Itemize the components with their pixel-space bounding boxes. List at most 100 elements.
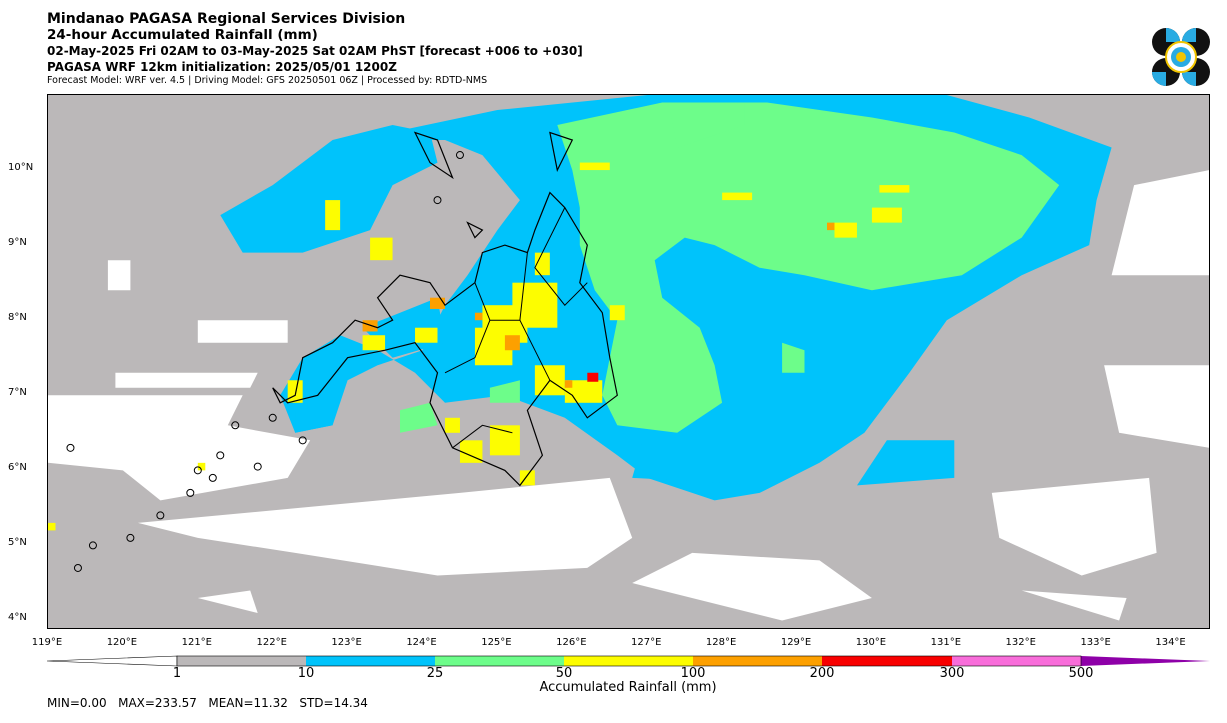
island-outline: [73, 563, 82, 572]
dry-area: [1021, 590, 1127, 621]
island-outline: [298, 436, 307, 445]
rain-50-100-cell: [534, 252, 550, 276]
pagasa-logo: [1152, 28, 1210, 86]
island-outline: [216, 451, 225, 460]
colorbar-tick-label: 300: [939, 666, 965, 681]
lat-tick-label: 9°N: [8, 237, 27, 249]
rain-50-100-cell: [834, 222, 857, 238]
rain-100-200-cell: [430, 297, 445, 309]
lon-tick-label: 121°E: [181, 637, 212, 648]
lon-tick-label: 123°E: [331, 637, 362, 648]
dry-area: [1111, 170, 1209, 276]
lat-tick-label: 7°N: [8, 387, 27, 399]
lon-tick-label: 120°E: [106, 637, 138, 648]
province-boundary: [534, 207, 588, 306]
island-outline: [208, 473, 217, 482]
rain-50-100-cell: [519, 470, 535, 486]
rain-25-50-area: [557, 102, 1060, 433]
island-outline: [231, 421, 240, 430]
colorbar-segment: [177, 656, 306, 666]
dry-area: [1104, 365, 1209, 448]
rain-50-100-cell: [362, 335, 386, 351]
coastline: [413, 131, 454, 180]
colorbar: [47, 655, 1210, 667]
lat-tick-label: 4°N: [8, 612, 27, 624]
lon-tick-label: 128°E: [705, 637, 737, 648]
colorbar-tick-label: 50: [555, 666, 573, 681]
dry-area: [991, 477, 1157, 576]
model-info: Forecast Model: WRF ver. 4.5 | Driving M…: [47, 75, 488, 86]
initialization-info: PAGASA WRF 12km initialization: 2025/05/…: [47, 60, 397, 74]
province-boundary: [452, 424, 513, 449]
province-boundary: [444, 282, 491, 374]
forecast-period: 02-May-2025 Fri 02AM to 03-May-2025 Sat …: [47, 44, 583, 58]
rain-200-300-cell: [587, 372, 599, 382]
island-outline: [156, 511, 165, 520]
lon-tick-label: 132°E: [1005, 637, 1036, 648]
rain-50-100-cell: [489, 425, 520, 456]
dry-area: [48, 395, 311, 501]
lon-tick-label: 133°E: [1080, 637, 1111, 648]
rain-10-25-area: [220, 125, 438, 253]
rainfall-map: [47, 94, 1210, 629]
rain-10-25-area: [295, 410, 333, 433]
rain-25-50-area: [400, 402, 438, 433]
colorbar-tick-label: 100: [680, 666, 706, 681]
rain-50-100-cell: [370, 237, 393, 261]
lon-tick-label: 127°E: [631, 637, 662, 648]
rain-50-100-cell: [722, 192, 753, 201]
colorbar-segment: [564, 656, 693, 666]
rain-50-100-cell: [325, 200, 341, 231]
lon-tick-label: 130°E: [855, 637, 887, 648]
colorbar-segment: [822, 656, 952, 666]
lon-tick-label: 134°E: [1155, 637, 1186, 648]
dry-area: [137, 477, 633, 576]
colorbar-segment: [952, 656, 1081, 666]
rain-50-100-cell: [879, 185, 910, 193]
colorbar-segment: [693, 656, 822, 666]
rain-50-100-cell: [444, 417, 460, 433]
coastline: [272, 191, 618, 487]
rain-50-100-cell: [459, 440, 483, 463]
colorbar-outline: [176, 655, 1082, 667]
lon-tick-label: 125°E: [481, 637, 512, 648]
lon-tick-label: 131°E: [930, 637, 962, 648]
rain-10-25-area: [857, 440, 955, 486]
chart-subtitle: 24-hour Accumulated Rainfall (mm): [47, 27, 318, 43]
coastline: [466, 221, 484, 239]
island-outline: [433, 196, 442, 205]
lon-tick-label: 124°E: [406, 637, 437, 648]
rain-50-100-cell: [197, 462, 206, 471]
rain-10-25-area: [632, 372, 835, 486]
lat-tick-label: 8°N: [8, 312, 27, 324]
colorbar-tick-label: 25: [426, 666, 444, 681]
colorbar-lower-extension: [47, 655, 178, 667]
colorbar-tick-label: 1: [172, 666, 182, 681]
island-outline: [88, 541, 97, 550]
dry-area: [197, 320, 288, 343]
island-outline: [455, 151, 464, 160]
rain-100-200-cell: [474, 312, 483, 321]
dry-area: [107, 260, 131, 291]
lat-tick-label: 5°N: [8, 537, 27, 549]
rain-25-50-area: [669, 102, 745, 148]
rain-50-100-cell: [609, 305, 625, 321]
island-outline: [66, 443, 75, 452]
lat-tick-label: 6°N: [8, 462, 27, 474]
province-boundary: [519, 252, 551, 381]
dry-area: [197, 590, 258, 613]
rain-25-50-area: [782, 342, 805, 373]
dry-area: [115, 372, 258, 388]
colorbar-segment: [1081, 656, 1210, 666]
colorbar-segment: [306, 656, 435, 666]
coastline: [549, 131, 574, 172]
rain-50-100-cell: [415, 327, 438, 343]
colorbar-segment: [435, 656, 564, 666]
rain-50-100-cell: [871, 207, 902, 223]
island-outline: [186, 488, 195, 497]
colorbar-title: Accumulated Rainfall (mm): [539, 680, 717, 695]
rain-100-200-cell: [564, 380, 573, 388]
lon-tick-label: 122°E: [256, 637, 287, 648]
rain-50-100-cell: [579, 162, 610, 171]
colorbar-tick-label: 10: [297, 666, 315, 681]
